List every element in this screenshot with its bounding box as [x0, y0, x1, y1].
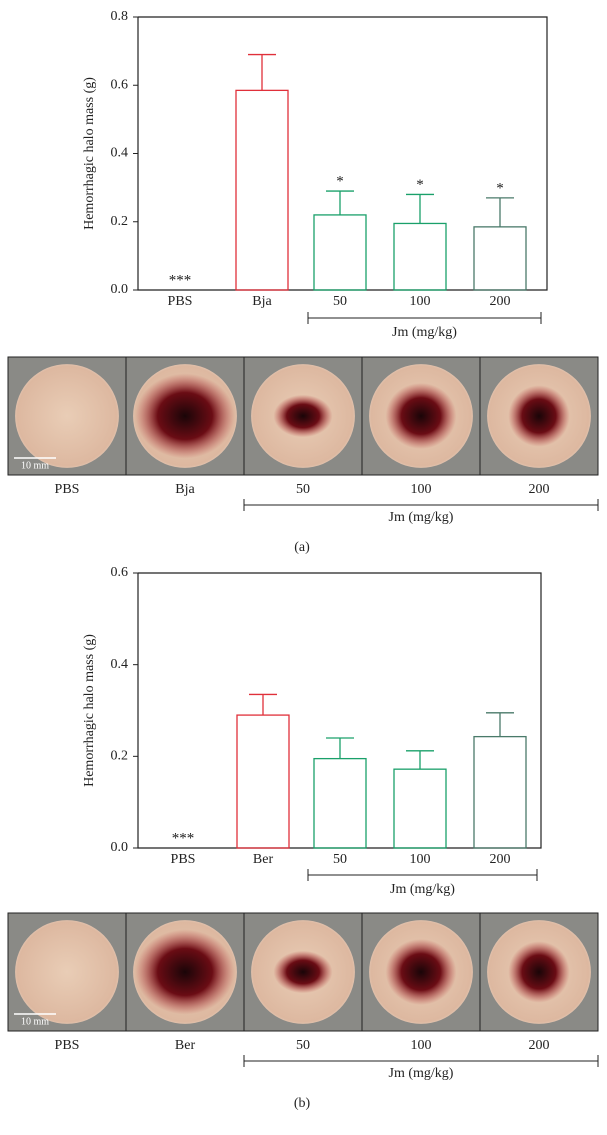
- scale-bar-label: 10 mm: [21, 1016, 49, 1027]
- bar: [393, 222, 447, 291]
- y-tick-label: 0.2: [111, 214, 129, 229]
- hemorrhage: [135, 929, 235, 1015]
- panel-caption: (b): [294, 1096, 311, 1111]
- x-tick-label: 50: [333, 294, 347, 309]
- photo-label: 200: [529, 482, 550, 497]
- group-label: Jm (mg/kg): [389, 510, 454, 525]
- group-label: Jm (mg/kg): [392, 325, 457, 340]
- axis-frame: [137, 16, 548, 291]
- photo-label: 100: [411, 1038, 432, 1053]
- error-bar: [326, 190, 354, 215]
- x-tick-label: Bja: [252, 294, 272, 309]
- y-tick-label: 0.2: [111, 749, 129, 764]
- photo-label: 50: [296, 482, 310, 497]
- bar: [473, 226, 527, 291]
- axis-frame: [137, 572, 542, 849]
- x-tick-label: 200: [490, 294, 511, 309]
- photo-label: 100: [411, 482, 432, 497]
- skin-sample: [15, 364, 119, 468]
- x-tick-label: 100: [410, 852, 431, 867]
- y-tick-label: 0.6: [111, 77, 129, 92]
- significance-mark: *: [336, 173, 344, 189]
- x-tick-label: PBS: [168, 294, 193, 309]
- group-label: Jm (mg/kg): [389, 1066, 454, 1081]
- photo-label: PBS: [55, 482, 80, 497]
- y-tick-label: 0.4: [111, 657, 129, 672]
- x-tick-label: PBS: [171, 852, 196, 867]
- y-tick-label: 0.4: [111, 146, 129, 161]
- significance-mark: ***: [169, 272, 192, 288]
- x-tick-label: 100: [410, 294, 431, 309]
- photo-label: PBS: [55, 1038, 80, 1053]
- error-bar: [406, 750, 434, 770]
- error-bar: [406, 193, 434, 224]
- group-bracket: [307, 869, 538, 881]
- bar: [313, 757, 367, 849]
- error-bar: [249, 693, 277, 716]
- photo-label: Bja: [175, 482, 195, 497]
- x-tick-label: Ber: [253, 852, 274, 867]
- error-bar: [486, 197, 514, 227]
- bar: [236, 714, 290, 849]
- bar: [473, 735, 527, 849]
- hemorrhage: [273, 394, 333, 438]
- photo-label: 50: [296, 1038, 310, 1053]
- x-tick-label: 200: [490, 852, 511, 867]
- hemorrhage: [385, 938, 457, 1006]
- hemorrhage: [508, 385, 570, 447]
- hemorrhage: [508, 941, 570, 1003]
- skin-sample: [15, 920, 119, 1024]
- y-tick-label: 0.8: [111, 9, 129, 24]
- y-axis-title: Hemorrhagic halo mass (g): [82, 77, 97, 230]
- bar: [235, 89, 289, 291]
- hemorrhage: [385, 382, 457, 450]
- y-tick-label: 0.6: [111, 565, 129, 580]
- y-axis-title: Hemorrhagic halo mass (g): [82, 634, 97, 787]
- bar: [313, 214, 367, 291]
- significance-mark: *: [416, 177, 424, 193]
- error-bar: [326, 737, 354, 759]
- y-tick-label: 0.0: [111, 840, 129, 855]
- photo-label: Ber: [175, 1038, 196, 1053]
- scale-bar-label: 10 mm: [21, 460, 49, 471]
- significance-mark: ***: [172, 830, 195, 846]
- photo-label: 200: [529, 1038, 550, 1053]
- error-bar: [248, 53, 276, 91]
- error-bar: [486, 712, 514, 737]
- group-bracket: [243, 499, 599, 511]
- group-bracket: [307, 312, 542, 324]
- hemorrhage: [135, 373, 235, 459]
- hemorrhage: [273, 950, 333, 994]
- panel-caption: (a): [294, 540, 310, 555]
- group-label: Jm (mg/kg): [390, 882, 455, 897]
- x-tick-label: 50: [333, 852, 347, 867]
- y-tick-label: 0.0: [111, 282, 129, 297]
- significance-mark: *: [496, 180, 504, 196]
- group-bracket: [243, 1055, 599, 1067]
- bar: [393, 768, 447, 849]
